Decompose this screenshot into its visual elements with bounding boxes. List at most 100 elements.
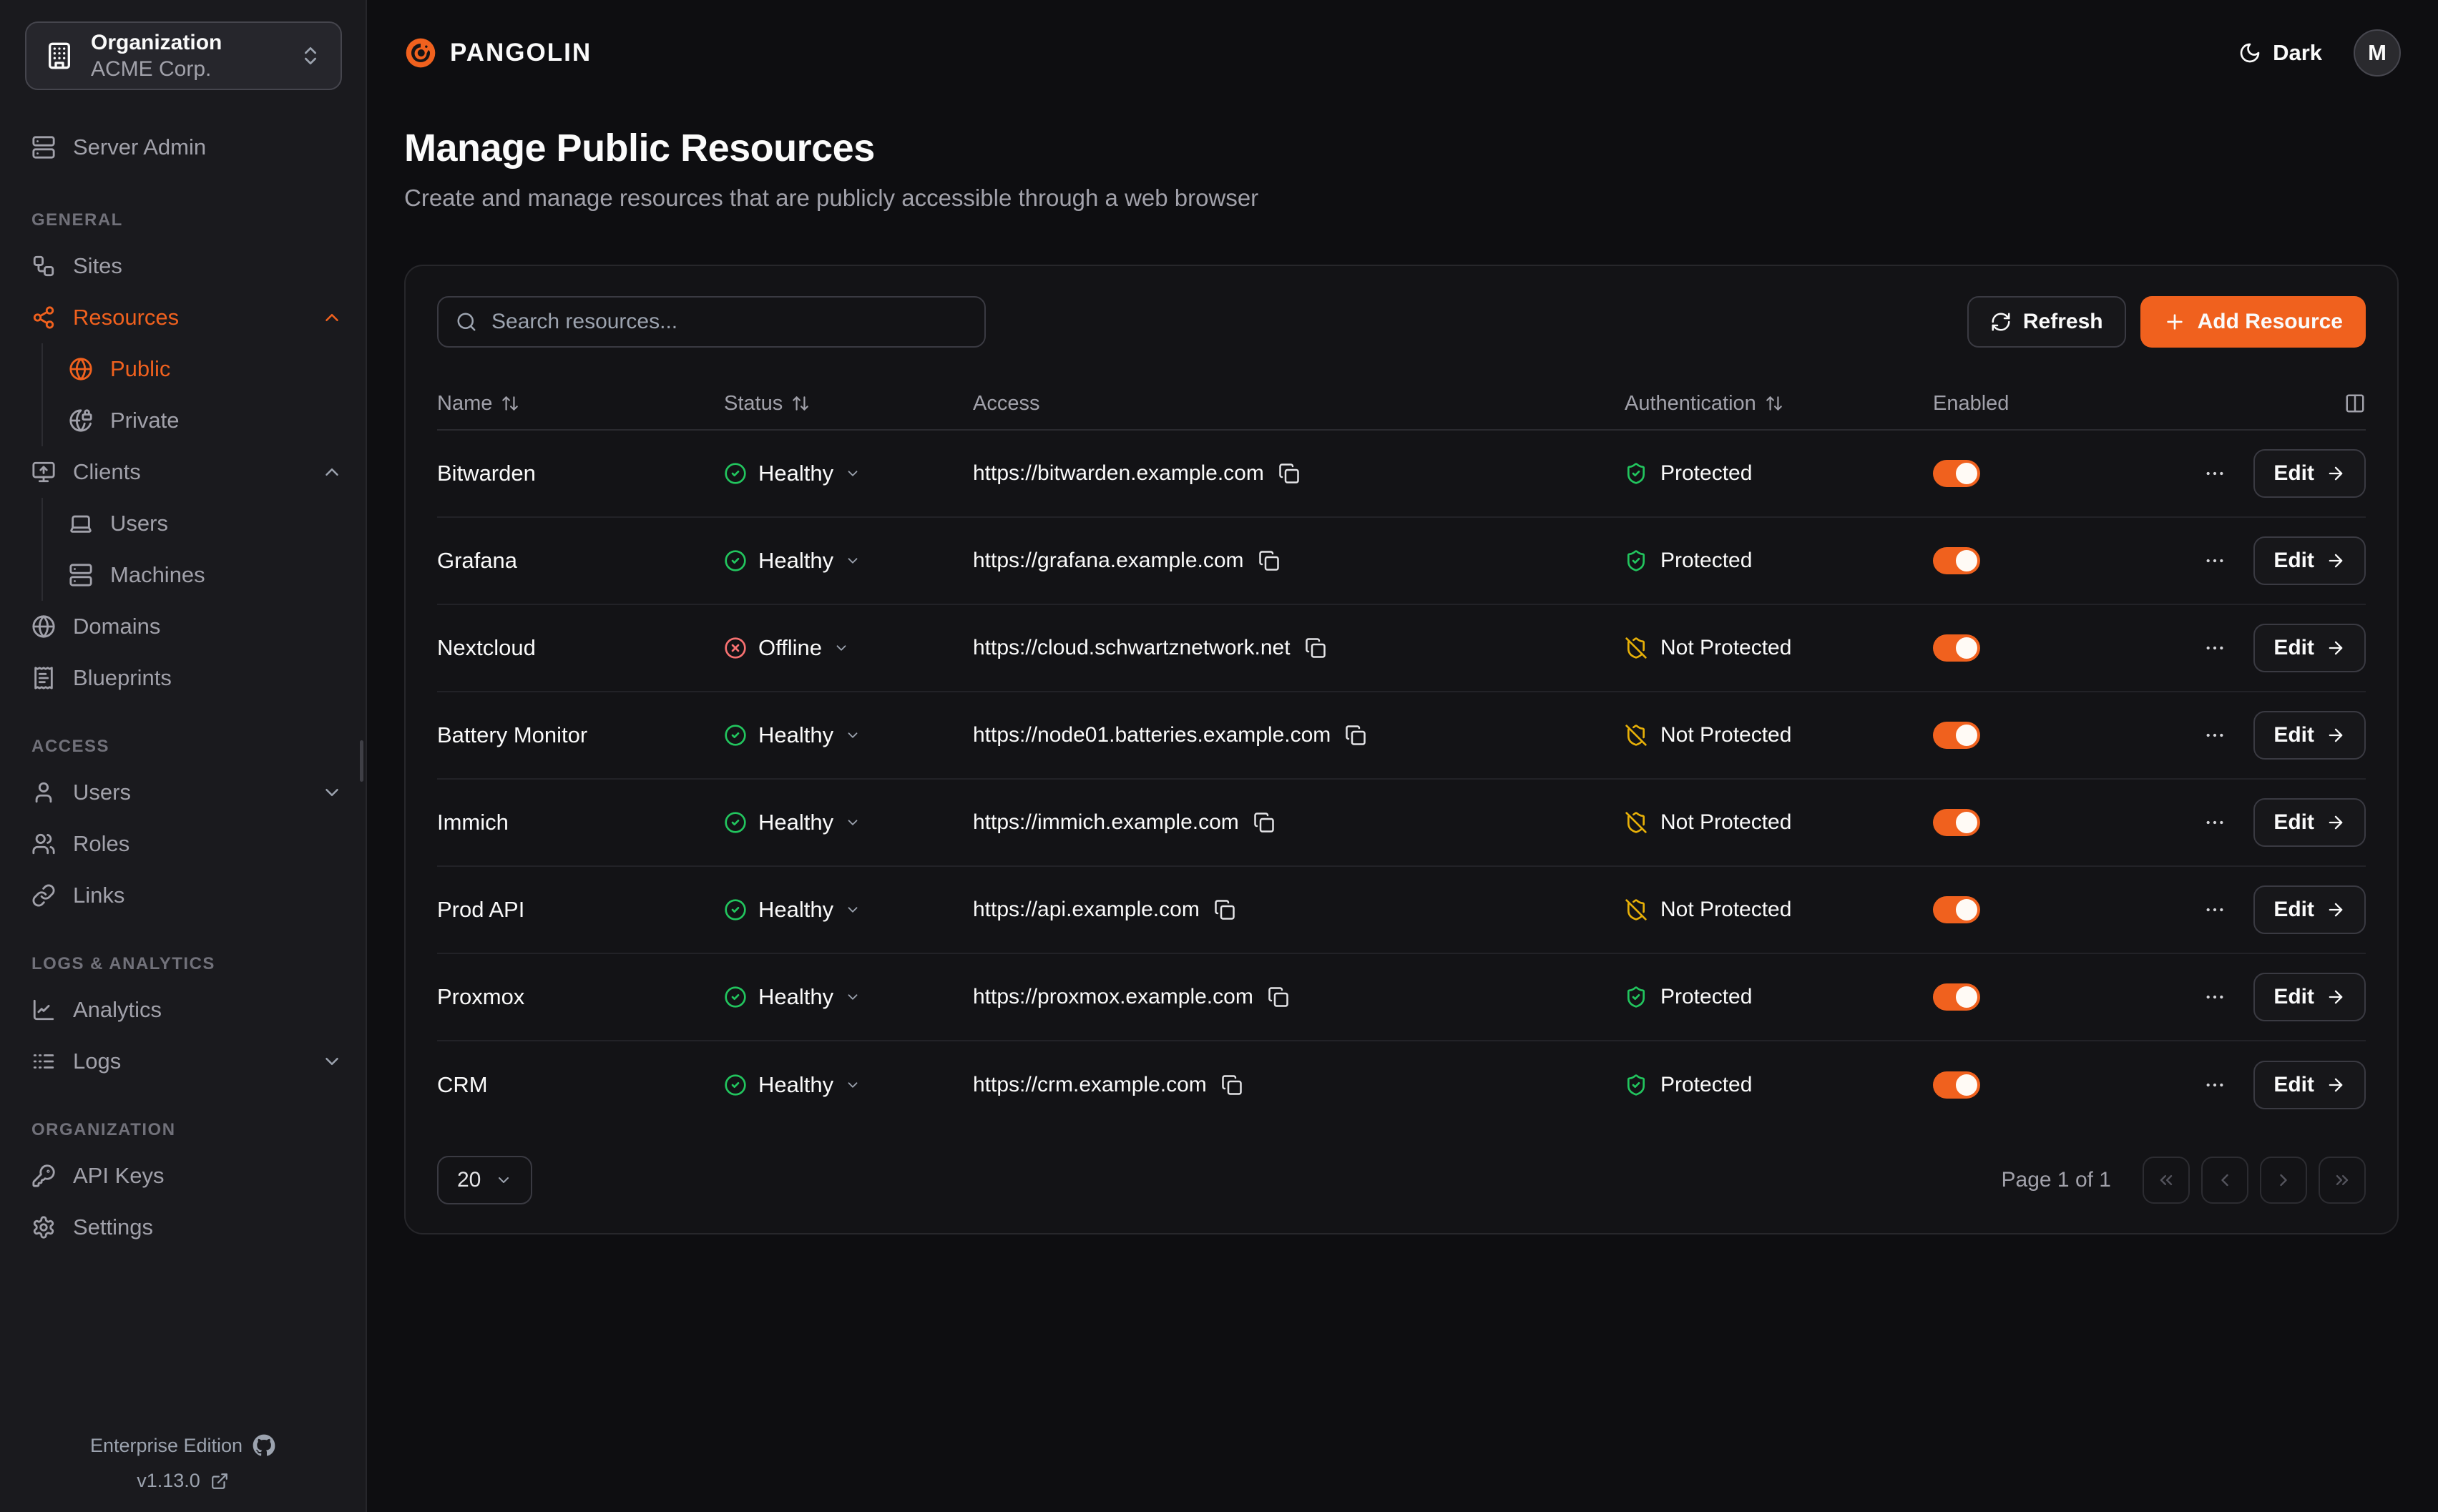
- status-dropdown[interactable]: Healthy: [724, 461, 861, 486]
- edit-button[interactable]: Edit: [2253, 973, 2366, 1021]
- sidebar-item-api-keys[interactable]: API Keys: [0, 1150, 347, 1202]
- row-menu-button[interactable]: [2203, 637, 2226, 659]
- next-page-button[interactable]: [2260, 1157, 2307, 1204]
- row-menu-button[interactable]: [2203, 811, 2226, 834]
- sidebar-item-sites[interactable]: Sites: [0, 240, 347, 292]
- column-label: Authentication: [1625, 391, 1756, 415]
- resource-name: Immich: [437, 810, 509, 835]
- column-header-status[interactable]: Status: [724, 392, 973, 416]
- edition-label: Enterprise Edition: [89, 1434, 243, 1456]
- copy-url-button[interactable]: [1268, 986, 1289, 1008]
- columns-toggle-icon[interactable]: [2344, 393, 2366, 414]
- edit-button[interactable]: Edit: [2253, 624, 2366, 672]
- status-dropdown[interactable]: Healthy: [724, 897, 861, 923]
- column-header-name[interactable]: Name: [437, 392, 724, 416]
- copy-url-button[interactable]: [1214, 899, 1235, 921]
- enabled-toggle[interactable]: [1933, 460, 1980, 487]
- edit-button[interactable]: Edit: [2253, 1061, 2366, 1109]
- column-header-authentication[interactable]: Authentication: [1625, 392, 1933, 416]
- row-menu-button[interactable]: [2203, 1074, 2226, 1096]
- copy-url-button[interactable]: [1278, 463, 1300, 484]
- sidebar-item-client-users[interactable]: Users: [43, 498, 347, 549]
- enabled-toggle[interactable]: [1933, 1071, 1980, 1099]
- auth-label: Protected: [1660, 549, 1753, 572]
- status-dropdown[interactable]: Healthy: [724, 810, 861, 835]
- resource-name: CRM: [437, 1072, 488, 1097]
- add-resource-button[interactable]: Add Resource: [2140, 296, 2366, 348]
- copy-url-button[interactable]: [1253, 812, 1275, 833]
- sidebar-item-resources[interactable]: Resources: [0, 292, 347, 343]
- status-cell: Offline: [724, 635, 973, 661]
- sidebar-item-domains[interactable]: Domains: [0, 601, 347, 652]
- theme-toggle[interactable]: Dark: [2238, 40, 2322, 66]
- shield-check-icon: [1625, 549, 1648, 572]
- sidebar-item-analytics[interactable]: Analytics: [0, 984, 347, 1036]
- circle-check-icon: [724, 549, 747, 572]
- sidebar-footer: Enterprise Edition v1.13.0: [0, 1434, 366, 1492]
- arrow-right-icon: [2326, 1075, 2346, 1095]
- actions-cell: Edit: [2169, 1061, 2366, 1109]
- enabled-toggle[interactable]: [1933, 722, 1980, 749]
- copy-url-button[interactable]: [1305, 637, 1326, 659]
- edit-button[interactable]: Edit: [2253, 536, 2366, 585]
- status-dropdown[interactable]: Healthy: [724, 984, 861, 1010]
- row-menu-button[interactable]: [2203, 724, 2226, 747]
- sidebar-item-label: Machines: [110, 562, 205, 587]
- row-menu-button[interactable]: [2203, 462, 2226, 485]
- row-menu-button[interactable]: [2203, 898, 2226, 921]
- sidebar-item-links[interactable]: Links: [0, 870, 347, 921]
- main-area: PANGOLIN Dark M Manage Public Resources …: [367, 0, 2438, 1512]
- edit-button[interactable]: Edit: [2253, 798, 2366, 847]
- sidebar: Organization ACME Corp. Server Admin GEN…: [0, 0, 367, 1512]
- sidebar-item-users[interactable]: Users: [0, 767, 347, 818]
- chevron-left-icon: [2215, 1170, 2235, 1190]
- version-link[interactable]: v1.13.0: [137, 1470, 229, 1492]
- sidebar-item-logs[interactable]: Logs: [0, 1036, 347, 1087]
- user-icon: [31, 780, 56, 805]
- status-dropdown[interactable]: Healthy: [724, 722, 861, 748]
- access-cell: https://grafana.example.com: [973, 549, 1625, 573]
- access-cell: https://cloud.schwartznetwork.net: [973, 636, 1625, 660]
- enabled-toggle[interactable]: [1933, 809, 1980, 836]
- previous-page-button[interactable]: [2201, 1157, 2248, 1204]
- edit-button[interactable]: Edit: [2253, 711, 2366, 760]
- enabled-cell: [1933, 547, 2169, 574]
- edit-button[interactable]: Edit: [2253, 449, 2366, 498]
- arrow-right-icon: [2326, 813, 2346, 833]
- row-menu-button[interactable]: [2203, 549, 2226, 572]
- page-size-select[interactable]: 20: [437, 1156, 533, 1204]
- sidebar-item-roles[interactable]: Roles: [0, 818, 347, 870]
- org-switcher[interactable]: Organization ACME Corp.: [25, 21, 342, 90]
- edit-button[interactable]: Edit: [2253, 885, 2366, 934]
- enabled-toggle[interactable]: [1933, 983, 1980, 1011]
- copy-url-button[interactable]: [1221, 1074, 1243, 1096]
- copy-url-button[interactable]: [1345, 725, 1366, 746]
- enabled-toggle[interactable]: [1933, 896, 1980, 923]
- sidebar-scrollbar-thumb[interactable]: [360, 740, 363, 782]
- sidebar-item-machines[interactable]: Machines: [43, 549, 347, 601]
- status-dropdown[interactable]: Healthy: [724, 1072, 861, 1098]
- enabled-toggle[interactable]: [1933, 634, 1980, 662]
- refresh-button[interactable]: Refresh: [1967, 296, 2126, 348]
- sidebar-item-public[interactable]: Public: [43, 343, 347, 395]
- status-dropdown[interactable]: Healthy: [724, 548, 861, 574]
- edit-label: Edit: [2273, 810, 2314, 834]
- laptop-icon: [69, 511, 93, 536]
- sidebar-item-private[interactable]: Private: [43, 395, 347, 446]
- last-page-button[interactable]: [2319, 1157, 2366, 1204]
- status-dropdown[interactable]: Offline: [724, 635, 849, 661]
- edit-label: Edit: [2273, 723, 2314, 747]
- copy-url-button[interactable]: [1258, 550, 1280, 571]
- sidebar-item-blueprints[interactable]: Blueprints: [0, 652, 347, 704]
- actions-cell: Edit: [2169, 973, 2366, 1021]
- sidebar-item-clients[interactable]: Clients: [0, 446, 347, 498]
- enabled-toggle[interactable]: [1933, 547, 1980, 574]
- first-page-button[interactable]: [2143, 1157, 2190, 1204]
- sidebar-item-server-admin[interactable]: Server Admin: [0, 122, 347, 173]
- edition-link[interactable]: Enterprise Edition: [90, 1434, 275, 1457]
- sidebar-item-settings[interactable]: Settings: [0, 1202, 347, 1253]
- search-input[interactable]: [491, 310, 967, 334]
- user-avatar[interactable]: M: [2354, 29, 2401, 77]
- github-icon: [253, 1434, 275, 1457]
- row-menu-button[interactable]: [2203, 986, 2226, 1008]
